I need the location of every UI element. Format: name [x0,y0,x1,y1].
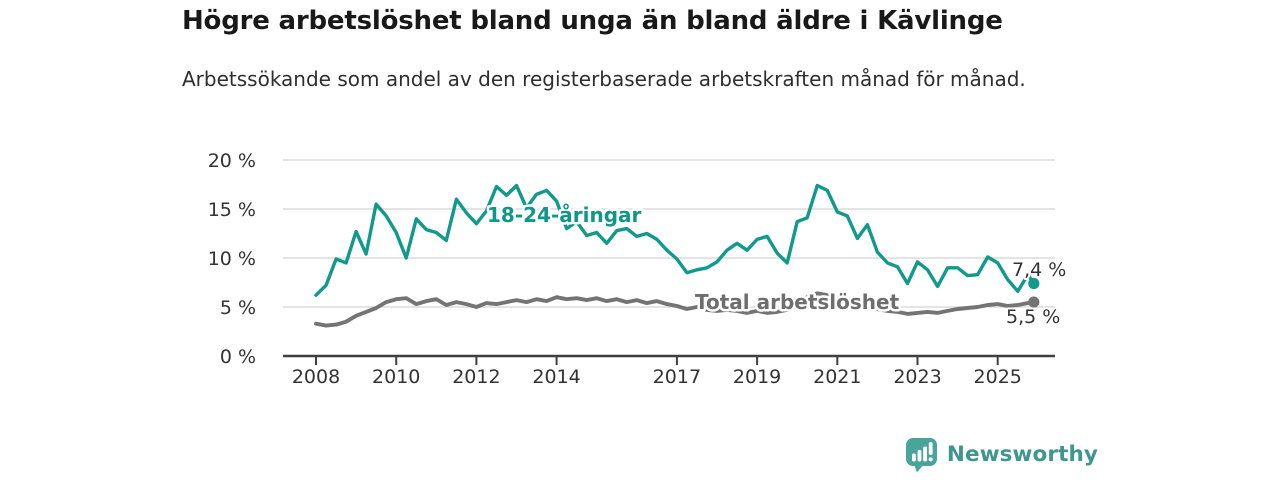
x-axis-label-2017: 2017 [653,366,701,388]
y-axis-label-10: 10 % [208,248,256,270]
y-axis-label-15: 15 % [208,199,256,221]
x-axis-label-2010: 2010 [372,366,420,388]
series-line-young [314,183,1036,297]
y-axis-label-0: 0 % [220,346,256,368]
end-value-label-young: 7,4 % [1012,259,1066,281]
chart-title: Högre arbetslöshet bland unga än bland ä… [182,6,1003,36]
x-axis-label-2014: 2014 [532,366,580,388]
newsworthy-logo: Newsworthy [905,434,1098,474]
newsworthy-wordmark: Newsworthy [946,441,1098,467]
x-axis-label-2025: 2025 [974,366,1022,388]
series-label-total: Total arbetslöshet [695,290,900,314]
bar-chart-speech-bubble-icon [905,438,937,473]
chart-subtitle: Arbetssökande som andel av den registerb… [182,67,1026,91]
x-axis-label-2023: 2023 [893,366,941,388]
x-axis-label-2019: 2019 [733,366,781,388]
x-axis-label-2012: 2012 [452,366,500,388]
end-dot-young [1028,277,1040,290]
end-dot-total [1028,296,1040,308]
end-value-label-total: 5,5 % [1006,306,1060,328]
series-label-young: 18-24-åringar [487,203,642,227]
y-axis-label-5: 5 % [220,297,256,319]
x-axis-label-2021: 2021 [813,366,861,388]
x-axis-label-2008: 2008 [292,366,340,388]
series-line-total [314,291,1036,328]
y-axis-label-20: 20 % [208,150,256,172]
